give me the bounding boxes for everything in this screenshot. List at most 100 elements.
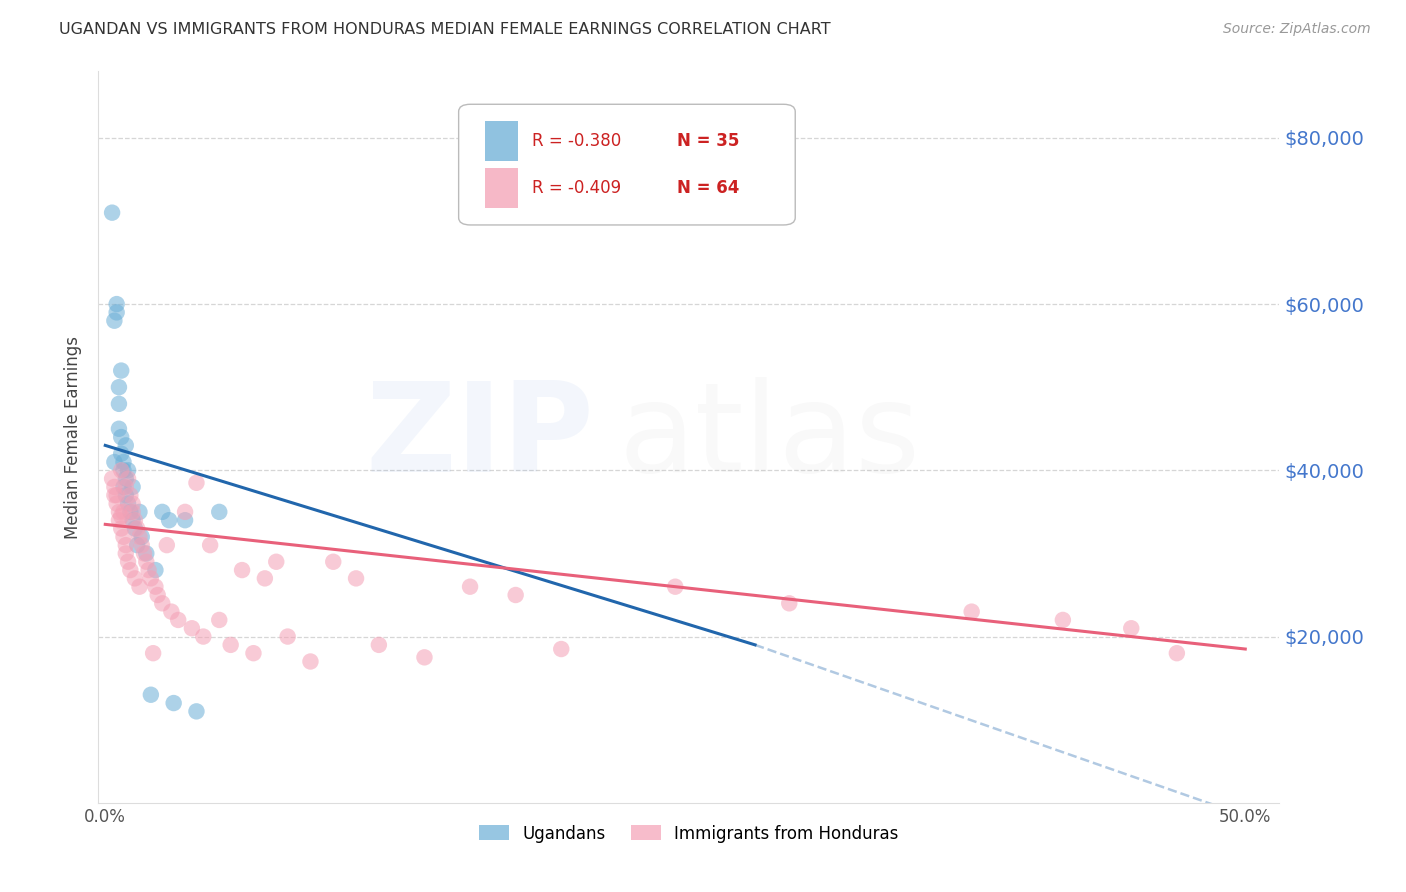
- Point: [174, 505, 197, 519]
- Point: [114, 480, 136, 494]
- Text: N = 35: N = 35: [678, 132, 740, 150]
- Point: [120, 563, 142, 577]
- Point: [105, 305, 128, 319]
- Point: [132, 546, 155, 560]
- Point: [139, 688, 162, 702]
- Point: [110, 447, 132, 461]
- Point: [186, 705, 208, 719]
- Point: [128, 505, 150, 519]
- Point: [114, 538, 136, 552]
- Point: [114, 546, 136, 560]
- Point: [110, 363, 132, 377]
- Point: [120, 505, 142, 519]
- Point: [150, 596, 173, 610]
- Point: [121, 505, 143, 519]
- Point: [105, 297, 128, 311]
- Point: [219, 638, 242, 652]
- Point: [131, 538, 153, 552]
- Point: [174, 513, 197, 527]
- Point: [101, 205, 124, 219]
- Point: [1166, 646, 1188, 660]
- Point: [413, 650, 436, 665]
- Point: [550, 642, 572, 657]
- Point: [231, 563, 253, 577]
- Point: [299, 655, 322, 669]
- Point: [135, 546, 157, 560]
- Point: [112, 505, 135, 519]
- Point: [367, 638, 389, 652]
- Point: [112, 480, 135, 494]
- Point: [108, 513, 131, 527]
- Point: [124, 571, 146, 585]
- Point: [124, 521, 146, 535]
- Point: [103, 455, 125, 469]
- Point: [198, 538, 221, 552]
- Text: UGANDAN VS IMMIGRANTS FROM HONDURAS MEDIAN FEMALE EARNINGS CORRELATION CHART: UGANDAN VS IMMIGRANTS FROM HONDURAS MEDI…: [59, 22, 831, 37]
- Point: [121, 480, 143, 494]
- Y-axis label: Median Female Earnings: Median Female Earnings: [65, 335, 83, 539]
- Point: [127, 538, 149, 552]
- Point: [664, 580, 686, 594]
- Point: [112, 455, 135, 469]
- Text: R = -0.380: R = -0.380: [531, 132, 621, 150]
- Point: [1052, 613, 1074, 627]
- FancyBboxPatch shape: [485, 168, 517, 208]
- Point: [1121, 621, 1143, 635]
- Point: [145, 563, 167, 577]
- Point: [103, 488, 125, 502]
- Point: [150, 505, 173, 519]
- Point: [344, 571, 367, 585]
- Point: [277, 630, 299, 644]
- Point: [139, 571, 162, 585]
- Point: [167, 613, 190, 627]
- FancyBboxPatch shape: [458, 104, 796, 225]
- Point: [112, 463, 135, 477]
- Point: [117, 463, 139, 477]
- Text: N = 64: N = 64: [678, 179, 740, 197]
- Point: [138, 563, 160, 577]
- Point: [145, 580, 167, 594]
- Point: [128, 530, 150, 544]
- Point: [117, 472, 139, 486]
- Point: [163, 696, 186, 710]
- Point: [778, 596, 800, 610]
- Point: [114, 472, 136, 486]
- Point: [505, 588, 527, 602]
- Point: [127, 521, 149, 535]
- Text: atlas: atlas: [619, 376, 920, 498]
- Point: [101, 472, 124, 486]
- Point: [114, 438, 136, 452]
- Point: [180, 621, 202, 635]
- Point: [458, 580, 481, 594]
- Point: [322, 555, 344, 569]
- Point: [146, 588, 169, 602]
- Point: [108, 422, 131, 436]
- Point: [264, 555, 287, 569]
- Text: R = -0.409: R = -0.409: [531, 179, 621, 197]
- Point: [142, 646, 165, 660]
- Point: [110, 463, 132, 477]
- Point: [128, 580, 150, 594]
- Point: [253, 571, 276, 585]
- FancyBboxPatch shape: [485, 121, 517, 161]
- Point: [117, 555, 139, 569]
- Point: [110, 521, 132, 535]
- Point: [108, 380, 131, 394]
- Point: [193, 630, 215, 644]
- Point: [186, 475, 208, 490]
- Point: [110, 509, 132, 524]
- Point: [110, 430, 132, 444]
- Point: [208, 505, 231, 519]
- Point: [120, 488, 142, 502]
- Point: [105, 497, 128, 511]
- Point: [121, 497, 143, 511]
- Legend: Ugandans, Immigrants from Honduras: Ugandans, Immigrants from Honduras: [472, 818, 905, 849]
- Point: [156, 538, 179, 552]
- Point: [124, 513, 146, 527]
- Point: [105, 488, 128, 502]
- Point: [117, 497, 139, 511]
- Point: [131, 530, 153, 544]
- Text: Source: ZipAtlas.com: Source: ZipAtlas.com: [1223, 22, 1371, 37]
- Point: [112, 530, 135, 544]
- Point: [108, 397, 131, 411]
